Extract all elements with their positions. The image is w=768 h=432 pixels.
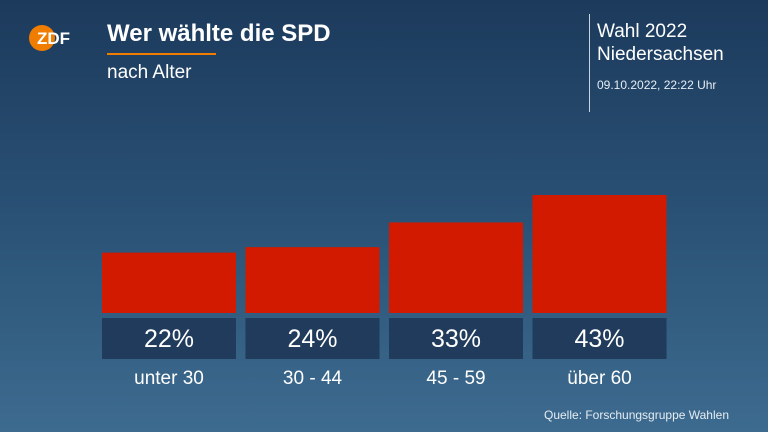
bar-3 [389,222,523,313]
category-label-1: unter 30 [134,368,204,389]
category-label-4: über 60 [567,368,631,389]
data-label-1: 22% [144,325,194,353]
value-box-1 [102,318,236,359]
value-box-4 [532,318,667,359]
election-region: Niedersachsen [597,44,724,65]
data-label-3: 33% [431,325,481,353]
value-box-2 [245,318,380,359]
zdf-logo-icon: ZDF [29,25,70,51]
data-label-4: 43% [574,325,624,353]
category-label-2: 30 - 44 [283,368,343,389]
source-note: Quelle: Forschungsgruppe Wahlen [544,408,729,422]
bar-4 [532,195,667,313]
chart-title: Wer wählte die SPD [107,20,331,47]
data-label-2: 24% [287,325,337,353]
value-box-3 [389,318,523,359]
header-divider [589,14,590,112]
title-underline [107,53,216,55]
election-year: Wahl 2022 [597,21,688,42]
election-info: Wahl 2022 Niedersachsen [597,20,724,66]
chart-subtitle: nach Alter [107,62,192,83]
category-label-3: 45 - 59 [426,368,485,389]
bar-2 [245,247,380,313]
timestamp: 09.10.2022, 22:22 Uhr [597,78,717,92]
bar-1 [102,252,236,313]
zdf-logo-text: ZDF [37,29,70,48]
